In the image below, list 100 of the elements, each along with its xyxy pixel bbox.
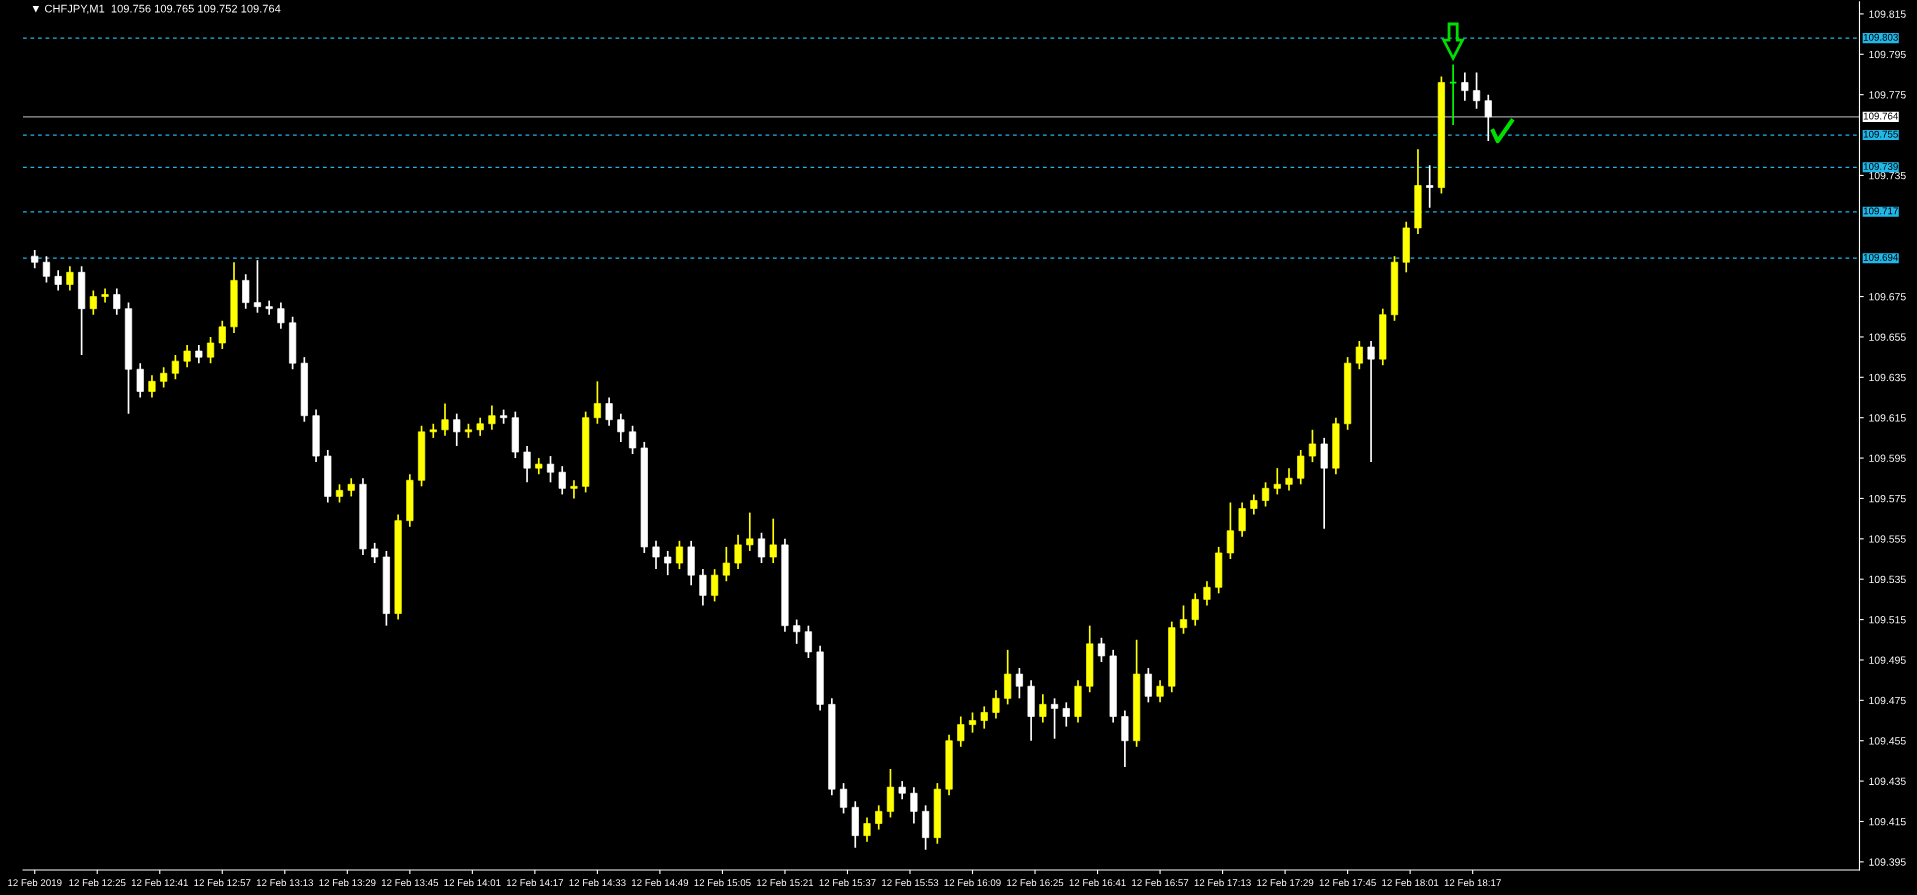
- x-tick-label: 12 Feb 18:17: [1444, 878, 1501, 887]
- candlestick: [1484, 93, 1492, 142]
- x-tick-label: 12 Feb 15:37: [819, 878, 876, 887]
- candlestick: [968, 711, 977, 734]
- candlestick: [652, 540, 660, 570]
- candlestick: [171, 354, 179, 381]
- candlestick: [265, 299, 273, 316]
- x-tick-label: 12 Feb 14:17: [506, 878, 564, 887]
- candlestick: [1273, 467, 1281, 496]
- candlestick: [335, 483, 344, 504]
- x-tick-label: 12 Feb 16:41: [1069, 878, 1126, 887]
- candlestick: [1367, 340, 1375, 463]
- candlestick: [89, 289, 97, 316]
- ref-line-label: 109.803: [1863, 33, 1898, 41]
- y-tick-label: 109.775: [1869, 91, 1906, 99]
- y-tick-label: 109.555: [1869, 535, 1906, 543]
- candlestick: [1297, 449, 1305, 486]
- candlestick: [628, 424, 637, 455]
- candlestick: [160, 366, 168, 389]
- candlestick: [148, 374, 156, 399]
- x-tick-label: 12 Feb 17:13: [1194, 878, 1251, 887]
- x-tick-label: 12 Feb 13:45: [381, 878, 439, 887]
- candlestick: [1191, 592, 1199, 627]
- candlestick: [664, 550, 672, 577]
- ref-line-label: 109.739: [1863, 163, 1898, 170]
- candlestick: [605, 396, 613, 427]
- candlestick: [1015, 667, 1023, 700]
- candlestick: [992, 689, 1000, 720]
- candlestick: [183, 344, 191, 369]
- candlestick: [195, 344, 203, 365]
- x-tick-label: 12 Feb 13:29: [319, 878, 376, 887]
- candlestick: [54, 269, 62, 292]
- y-tick-label: 109.675: [1869, 293, 1906, 301]
- candlestick: [699, 568, 707, 607]
- candlestick: [839, 782, 848, 815]
- ref-line-label: 109.755: [1863, 130, 1898, 138]
- candlestick: [558, 465, 566, 496]
- candlestick: [1144, 667, 1152, 704]
- candlestick: [66, 265, 74, 292]
- candlestick: [746, 511, 754, 552]
- y-tick-label: 109.515: [1869, 616, 1906, 624]
- candlestick: [593, 380, 601, 425]
- candlestick: [113, 287, 121, 316]
- y-tick-label: 109.735: [1869, 171, 1906, 180]
- y-tick-label: 109.655: [1869, 333, 1906, 341]
- candlestick: [1461, 71, 1469, 102]
- x-tick-label: 12 Feb 18:01: [1382, 878, 1439, 887]
- candlestick: [347, 477, 355, 498]
- candlestick: [734, 533, 742, 570]
- candlestick: [1238, 501, 1246, 538]
- candlestick: [875, 804, 883, 831]
- candlestick: [546, 455, 555, 484]
- candlestick: [1308, 428, 1317, 463]
- candlestick: [1039, 693, 1047, 724]
- x-tick-label: 12 Feb 17:29: [1257, 878, 1314, 887]
- candlestick: [429, 422, 437, 439]
- candlestick: [218, 319, 226, 350]
- y-tick-label: 109.495: [1869, 656, 1906, 664]
- x-tick-label: 12 Feb 13:13: [256, 878, 314, 887]
- candlestick: [1226, 501, 1234, 560]
- candlestick: [722, 546, 730, 583]
- candlestick: [1050, 697, 1059, 740]
- x-tick-label: 12 Feb 14:01: [444, 878, 501, 887]
- x-tick-label: 12 Feb 15:05: [694, 878, 751, 887]
- y-tick-label: 109.795: [1869, 50, 1906, 59]
- candlestick: [371, 542, 379, 564]
- x-tick-label: 12 Feb 15:21: [757, 878, 814, 887]
- candlestick: [523, 445, 531, 484]
- x-tick-label: 12 Feb 15:53: [882, 878, 939, 887]
- candlestick: [1179, 604, 1188, 635]
- candlestick: [1472, 71, 1481, 110]
- candlestick: [101, 287, 109, 304]
- candlestick: [711, 568, 719, 603]
- x-tick-label: 12 Feb 14:49: [632, 878, 689, 887]
- candlestick: [675, 540, 684, 570]
- candlestick: [441, 402, 449, 437]
- candlestick: [1203, 580, 1211, 607]
- candlestick: [898, 780, 906, 801]
- candlestick: [617, 412, 625, 443]
- candlestick: [1250, 493, 1258, 516]
- candlestick: [277, 301, 285, 330]
- candlestick: [253, 259, 262, 314]
- candlestick: [488, 404, 496, 431]
- x-tick-label: 12 Feb 16:25: [1007, 878, 1064, 887]
- candlestick: [242, 273, 250, 310]
- candlestick: [1285, 467, 1293, 492]
- candlestick: [42, 255, 51, 284]
- y-tick-label: 109.415: [1869, 817, 1906, 826]
- candlestick: [31, 249, 39, 270]
- candlestick: [1426, 164, 1434, 209]
- candlestick: [136, 362, 144, 399]
- candlestick: [957, 715, 965, 748]
- candlestick: [793, 618, 801, 645]
- candlestick: [804, 624, 812, 659]
- y-tick-label: 109.475: [1869, 696, 1906, 705]
- candlestick: [453, 412, 461, 447]
- candlestick: [980, 705, 988, 730]
- y-tick-label: 109.435: [1869, 777, 1906, 785]
- x-tick-label: 12 Feb 16:09: [944, 878, 1001, 887]
- candlestick: [206, 336, 215, 365]
